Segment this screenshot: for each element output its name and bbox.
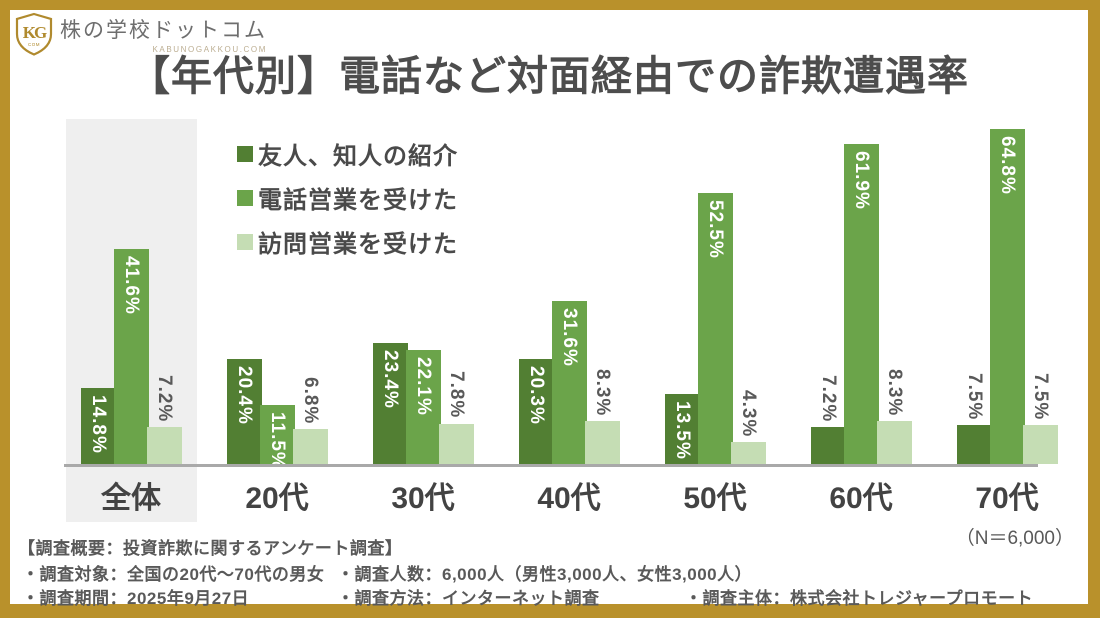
bar-value-label: 7.8% (446, 371, 467, 419)
survey-conductor: ・調査主体：株式会社トレジャープロモート (685, 589, 1034, 608)
brand-logo: KG COM 株の学校ドットコム KABUNOGAKKOU.COM (14, 12, 267, 56)
category-label: 30代 (391, 482, 455, 515)
bar: 7.5% (1022, 373, 1058, 464)
page-title: 【年代別】電話など対面経由での詐欺遭遇率 (129, 53, 969, 99)
category-label: 20代 (245, 482, 309, 515)
bar-value-label: 13.5% (672, 401, 693, 461)
bar: 20.3% (518, 359, 554, 464)
brand-text-block: 株の学校ドットコム KABUNOGAKKOU.COM (60, 14, 267, 54)
bar: 4.3% (730, 390, 766, 464)
bar-value-label: 7.2% (154, 374, 175, 422)
bar: 7.2% (810, 375, 846, 464)
category-label: 60代 (829, 482, 893, 515)
legend-item: 電話営業を受けた (237, 180, 458, 215)
bar-value-label: 14.8% (88, 394, 109, 454)
legend-item: 友人、知人の紹介 (237, 136, 458, 171)
sample-size-label: （N＝6,000） (955, 528, 1074, 549)
category-label: 全体 (101, 482, 161, 515)
bar-group: 7.2% 61.9% 8.3% (810, 144, 912, 464)
bar-value-label: 22.1% (413, 356, 434, 416)
survey-method: ・調査方法：インターネット調査 (337, 589, 600, 608)
bar: 8.3% (584, 369, 620, 464)
bar-group: 14.8% 41.6% 7.2% (80, 248, 182, 464)
bar: 20.4% (226, 358, 262, 464)
chart-legend: 友人、知人の紹介 電話営業を受けた 訪問営業を受けた (237, 136, 458, 259)
x-axis-line (64, 464, 1038, 467)
category-label: 50代 (683, 482, 747, 515)
bar: 13.5% (664, 394, 700, 464)
survey-overview-heading: 【調査概要：投資詐欺に関するアンケート調査】 (18, 539, 403, 558)
bar-value-label: 20.4% (234, 365, 255, 425)
legend-swatch-friend-referral (237, 145, 253, 162)
bar-value-label: 20.3% (526, 366, 547, 425)
bar: 6.8% (292, 377, 328, 464)
bar: 11.5% (259, 404, 295, 469)
bar-value-label: 31.6% (559, 307, 580, 367)
bar: 23.4% (372, 343, 408, 464)
bar-value-label: 61.9% (851, 151, 872, 210)
bar: 8.3% (876, 369, 912, 464)
survey-period: ・調査期間：2025年9月27日 (22, 589, 250, 608)
legend-label: 電話営業を受けた (258, 187, 458, 214)
legend-swatch-door-sales (237, 233, 253, 250)
survey-sample-count: ・調査人数：6,000人（男性3,000人、女性3,000人） (337, 565, 753, 584)
bar-value-label: 64.8% (997, 136, 1018, 195)
category-label: 40代 (537, 482, 601, 515)
bar-value-label: 11.5% (267, 411, 288, 470)
legend-label: 訪問営業を受けた (258, 231, 458, 258)
survey-target: ・調査対象：全国の20代〜70代の男女 (22, 565, 325, 584)
bar-chart: 14.8% 41.6% 7.2% 全体 20.4% 11.5% 6.8% 20代 23.4% 22… (10, 10, 1088, 604)
bar-value-label: 4.3% (738, 389, 759, 437)
bar-value-label: 7.2% (818, 374, 839, 422)
legend-label: 友人、知人の紹介 (258, 143, 458, 170)
page: KG COM 株の学校ドットコム KABUNOGAKKOU.COM 【年代別】電… (10, 10, 1088, 608)
bar-group: 13.5% 52.5% 4.3% (664, 192, 766, 464)
bar: 14.8% (80, 387, 116, 464)
bar-group: 23.4% 22.1% 7.8% (372, 343, 474, 464)
bar: 22.1% (405, 349, 441, 464)
bar-value-label: 8.3% (884, 368, 905, 417)
bar-value-label: 7.5% (964, 372, 985, 421)
legend-swatch-phone-sales (237, 189, 253, 206)
bar-value-label: 8.3% (592, 368, 613, 417)
svg-text:KG: KG (23, 23, 47, 42)
bar-group: 20.3% 31.6% 8.3% (518, 300, 620, 464)
bar: 64.8% (989, 129, 1025, 464)
bar: 52.5% (697, 192, 733, 464)
legend-item: 訪問営業を受けた (237, 224, 458, 259)
bar: 31.6% (551, 300, 587, 464)
bar: 61.9% (843, 144, 879, 464)
shield-logo-icon: KG COM (15, 12, 53, 56)
bar: 7.5% (956, 373, 992, 464)
brand-name: 株の学校ドットコム (60, 19, 267, 42)
bar: 7.2% (146, 375, 182, 464)
category-label: 70代 (975, 482, 1039, 515)
bar-group: 20.4% 11.5% 6.8% (226, 358, 328, 469)
bar-value-label: 23.4% (380, 350, 401, 409)
bar-value-label: 7.5% (1030, 372, 1051, 421)
bar-group: 7.5% 64.8% 7.5% (956, 129, 1058, 464)
bar: 41.6% (113, 248, 149, 464)
bar-value-label: 41.6% (121, 255, 142, 315)
bar-value-label: 52.5% (705, 199, 726, 259)
bar: 7.8% (438, 371, 474, 464)
brand-domain: KABUNOGAKKOU.COM (152, 45, 267, 54)
svg-text:COM: COM (28, 42, 40, 47)
bar-value-label: 6.8% (300, 376, 321, 424)
